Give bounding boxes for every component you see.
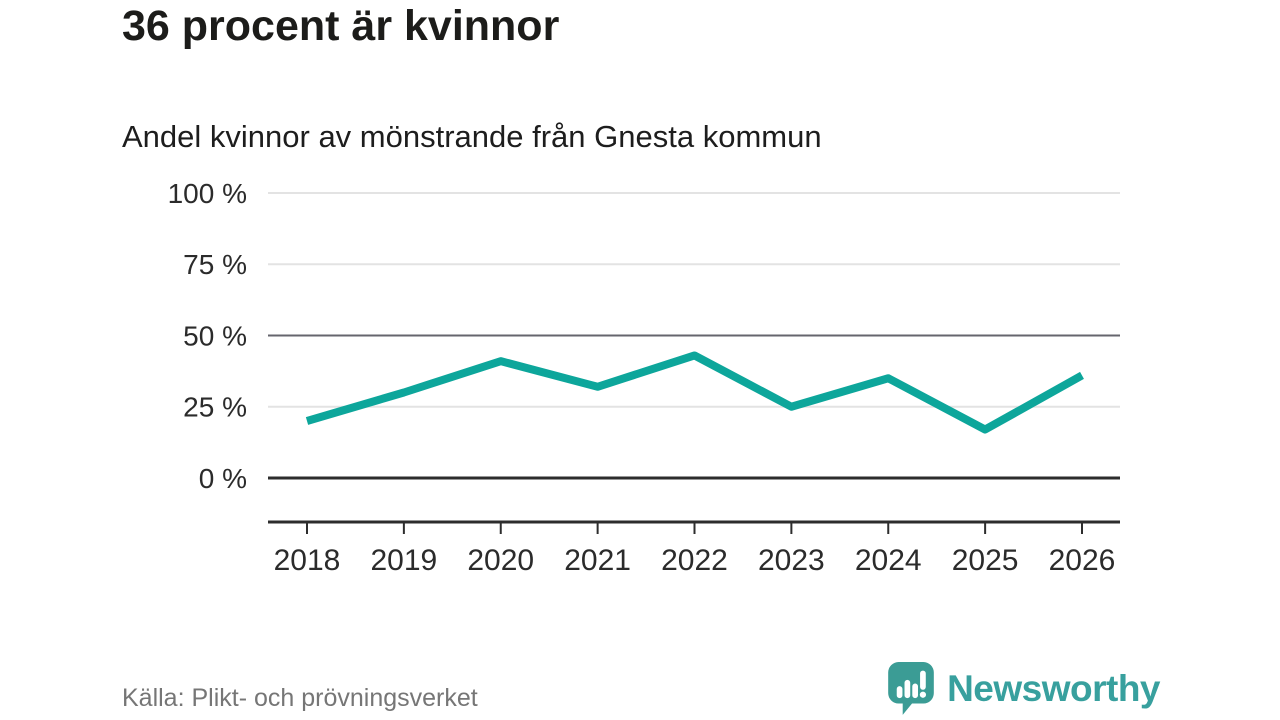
newsworthy-logo: Newsworthy — [887, 660, 1160, 718]
logo-bubble-shape — [888, 662, 934, 715]
x-axis-label: 2020 — [467, 544, 534, 577]
y-axis-label: 100 % — [168, 178, 247, 209]
x-axis-label: 2025 — [952, 544, 1019, 577]
logo-barchart-icon — [896, 670, 926, 699]
x-axis-label: 2023 — [758, 544, 825, 577]
logo-exclamation-dot — [919, 691, 927, 698]
chart-title: 36 procent är kvinnor — [122, 2, 560, 50]
y-axis-label: 75 % — [183, 249, 247, 280]
newsworthy-logo-icon — [888, 662, 934, 715]
series-line-andel-kvinnor — [305, 351, 1084, 434]
source-note: Källa: Plikt- och prövningsverket — [122, 684, 478, 712]
x-axis-label: 2019 — [371, 544, 438, 577]
x-axis-label: 2021 — [564, 544, 631, 577]
line-chart: 0 % 25 % 50 % 75 % 100 % 2018 2019 2020 2021 2022… — [168, 178, 1120, 577]
newsworthy-logo-text: Newsworthy — [947, 668, 1160, 709]
y-axis-label: 25 % — [183, 392, 247, 423]
x-axis-label: 2022 — [661, 544, 728, 577]
y-axis-label: 50 % — [183, 320, 247, 351]
x-axis-label: 2026 — [1049, 544, 1116, 577]
y-axis-label: 0 % — [199, 463, 247, 494]
x-axis-label: 2018 — [274, 544, 341, 577]
x-axis-label: 2024 — [855, 544, 922, 577]
chart-subtitle: Andel kvinnor av mönstrande från Gnesta … — [122, 119, 822, 154]
